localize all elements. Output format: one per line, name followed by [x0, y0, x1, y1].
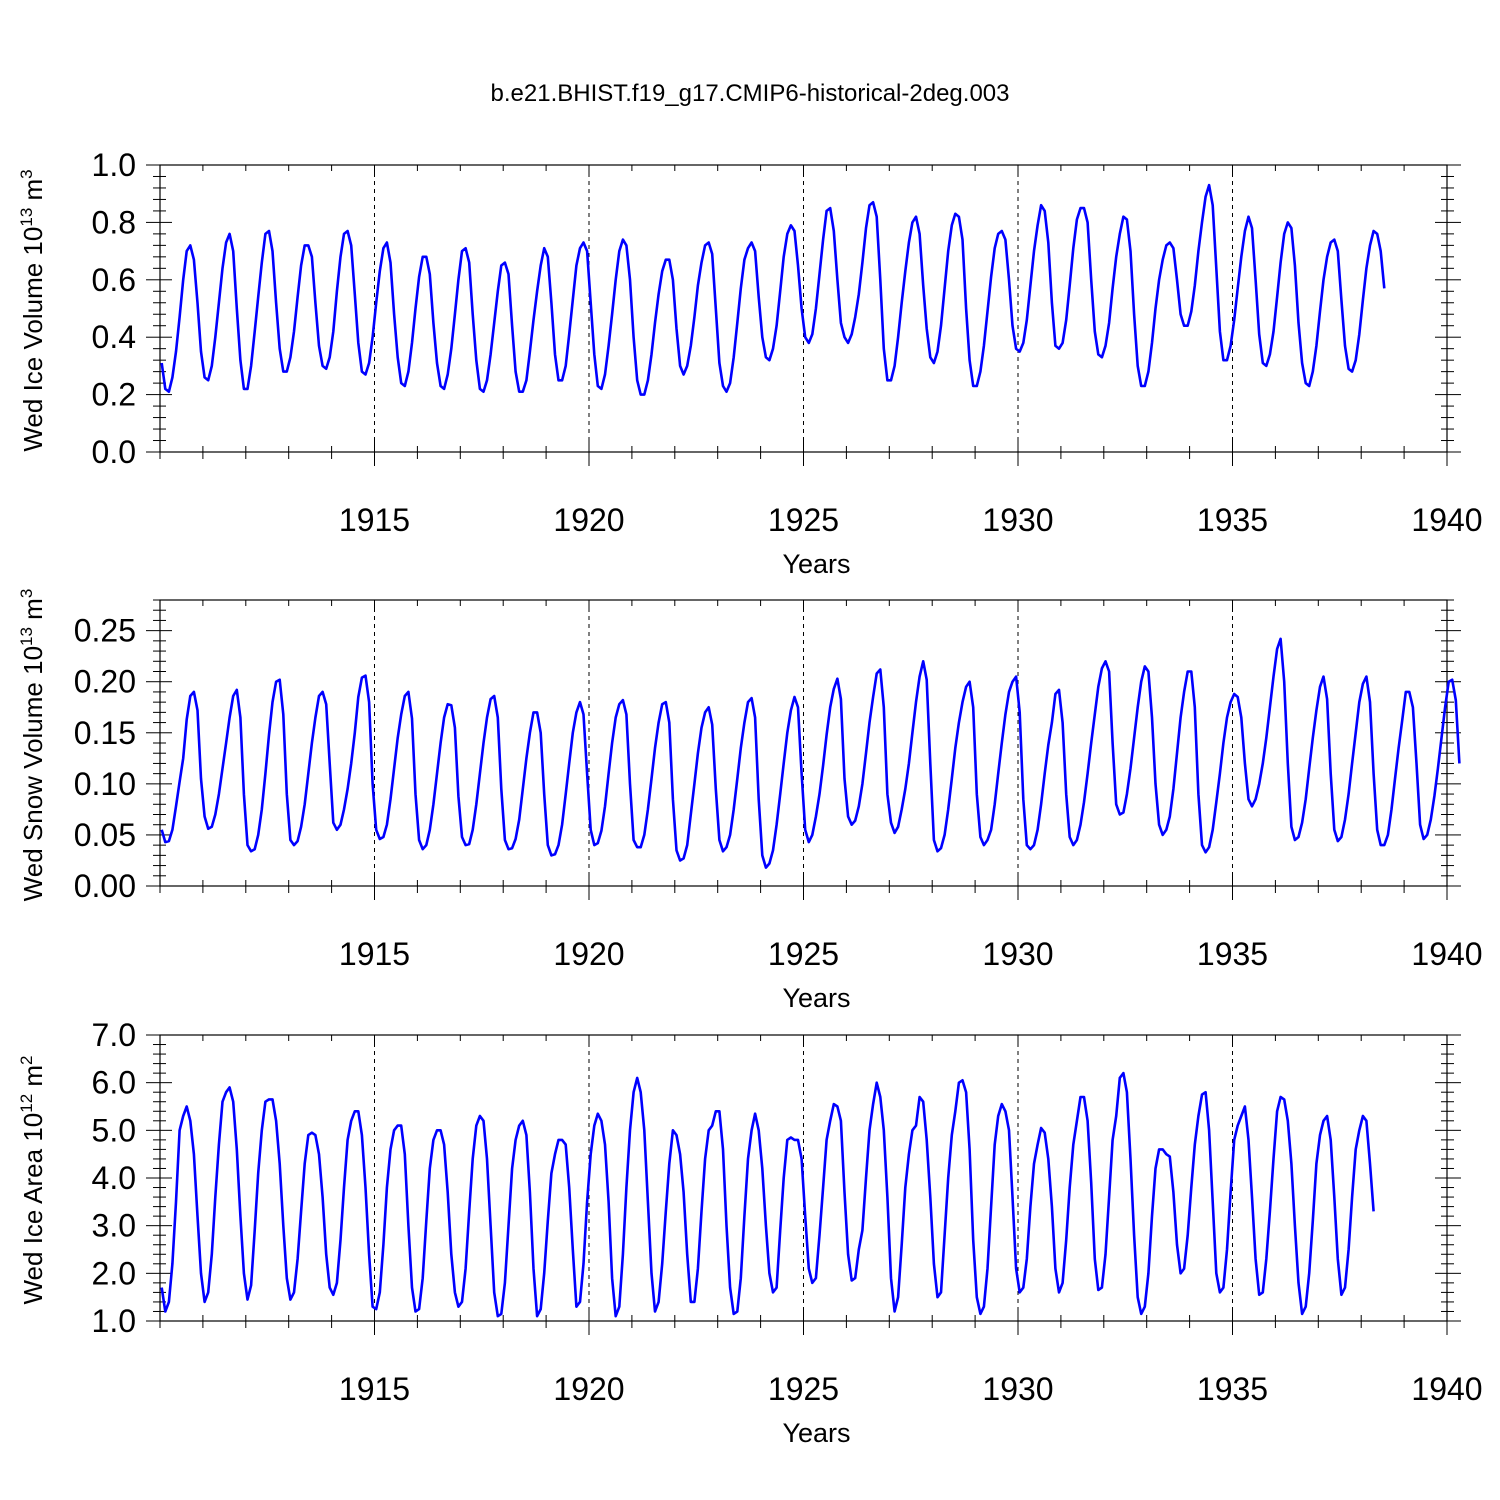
y-axis-label-superscript: 12 — [17, 1094, 36, 1113]
x-tick-label: 1935 — [1197, 502, 1268, 538]
y-tick-label: 6.0 — [92, 1065, 136, 1101]
y-axis-label-part: Wed Snow Volume 10 — [18, 646, 48, 901]
y-axis-label-superscript: 13 — [17, 627, 36, 646]
y-axis-label-part: Wed Ice Area 10 — [18, 1113, 48, 1305]
y-axis-label-part: m — [18, 179, 48, 208]
y-tick-label: 7.0 — [92, 1017, 136, 1053]
y-axis-label-part: m — [18, 598, 48, 627]
y-axis-label: Wed Ice Volume 1013 m3 — [17, 169, 48, 451]
y-tick-label: 0.10 — [74, 766, 136, 802]
y-tick-label: 0.0 — [92, 434, 136, 470]
panel-ice-area: 1.0 2.0 3.0 4.0 5.0 6.0 7.0 1915 1920 1925 1930 193… — [17, 1017, 1483, 1448]
y-tick-label: 0.00 — [74, 868, 136, 904]
y-tick-label: 2.0 — [92, 1255, 136, 1291]
x-tick-label: 1940 — [1411, 936, 1482, 972]
x-tick-label: 1935 — [1197, 936, 1268, 972]
y-axis-label-superscript: 3 — [17, 589, 36, 598]
x-tick-label: 1920 — [553, 936, 624, 972]
x-tick-label: 1930 — [982, 936, 1053, 972]
y-tick-label: 0.2 — [92, 377, 136, 413]
x-axis-label: Years — [782, 983, 850, 1013]
y-tick-label: 3.0 — [92, 1208, 136, 1244]
x-tick-label: 1920 — [553, 502, 624, 538]
chart-panels: 0.0 0.2 0.4 0.6 0.8 1.0 1915 1920 1925 1930 1935 19… — [17, 147, 1483, 1448]
y-axis-label-part: Wed Ice Volume 10 — [18, 227, 48, 452]
x-tick-label: 1915 — [339, 936, 410, 972]
x-tick-label: 1930 — [982, 1371, 1053, 1407]
y-tick-label: 0.05 — [74, 817, 136, 853]
x-tick-label: 1925 — [768, 502, 839, 538]
x-tick-label: 1940 — [1411, 502, 1482, 538]
y-axis-label: Wed Snow Volume 1013 m3 — [17, 589, 48, 902]
panel-ice-volume: 0.0 0.2 0.4 0.6 0.8 1.0 1915 1920 1925 1930 1935 19… — [17, 147, 1483, 579]
y-tick-label: 0.25 — [74, 613, 136, 649]
y-tick-label: 0.20 — [74, 664, 136, 700]
x-tick-label: 1935 — [1197, 1371, 1268, 1407]
y-tick-label: 0.8 — [92, 204, 136, 240]
y-tick-label: 5.0 — [92, 1112, 136, 1148]
x-tick-label: 1920 — [553, 1371, 624, 1407]
series-line-ice-area — [160, 1071, 1375, 1318]
x-tick-label: 1915 — [339, 502, 410, 538]
panel-snow-volume: 0.00 0.05 0.10 0.15 0.20 0.25 1915 1920 1925 1930… — [17, 589, 1483, 1013]
x-tick-label: 1915 — [339, 1371, 410, 1407]
y-axis-label-superscript: 2 — [17, 1055, 36, 1064]
y-tick-label: 0.15 — [74, 715, 136, 751]
y-tick-label: 1.0 — [92, 147, 136, 183]
x-tick-label: 1930 — [982, 502, 1053, 538]
y-tick-label: 4.0 — [92, 1160, 136, 1196]
figure-title: b.e21.BHIST.f19_g17.CMIP6-historical-2de… — [491, 80, 1010, 107]
y-tick-label: 0.4 — [92, 319, 136, 355]
y-tick-label: 0.6 — [92, 262, 136, 298]
y-axis-label-superscript: 13 — [17, 208, 36, 227]
x-axis-label: Years — [782, 1418, 850, 1448]
x-tick-label: 1925 — [768, 936, 839, 972]
x-axis-label: Years — [782, 549, 850, 579]
series-line-snow-volume — [160, 637, 1461, 869]
y-axis-label: Wed Ice Area 1012 m2 — [17, 1055, 48, 1304]
x-tick-label: 1925 — [768, 1371, 839, 1407]
series-line-ice-volume — [160, 183, 1386, 396]
y-axis-label-part: m — [18, 1065, 48, 1094]
x-tick-label: 1940 — [1411, 1371, 1482, 1407]
y-tick-label: 1.0 — [92, 1303, 136, 1339]
y-axis-label-superscript: 3 — [17, 169, 36, 178]
